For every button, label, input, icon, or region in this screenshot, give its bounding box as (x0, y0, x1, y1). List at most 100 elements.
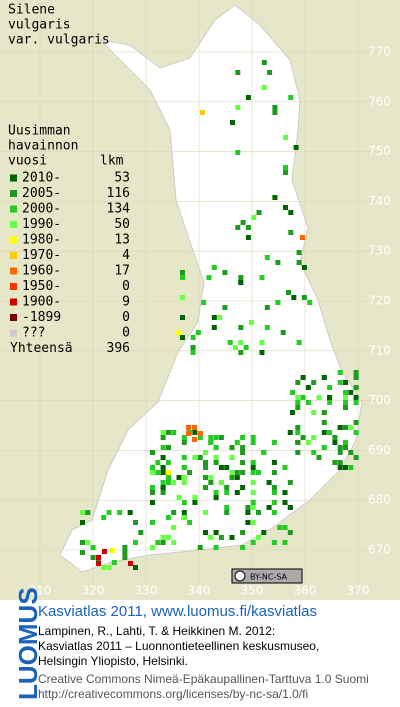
observation-square (229, 475, 235, 480)
observation-square (343, 465, 348, 470)
observation-square (321, 445, 327, 450)
legend-label: 1980- (22, 233, 61, 248)
observation-square (171, 480, 177, 485)
observation-square (176, 495, 182, 500)
observation-square (230, 120, 235, 125)
observation-square (256, 210, 262, 215)
observation-square (150, 470, 155, 475)
observation-square (327, 385, 333, 390)
observation-square (85, 510, 91, 515)
observation-square (245, 225, 251, 230)
legend-label: 2000- (22, 202, 61, 217)
observation-square (348, 450, 354, 455)
observation-square (102, 549, 107, 554)
observation-square (291, 295, 297, 300)
observation-square (203, 475, 208, 480)
observation-square (266, 480, 272, 485)
observation-square (197, 545, 203, 550)
y-coordinate-label: 690 (368, 443, 391, 457)
observation-square (198, 431, 203, 436)
legend-swatch (10, 314, 17, 321)
observation-square (150, 545, 155, 550)
observation-square (160, 490, 166, 495)
atlas-link[interactable]: Kasviatlas 2011, www.luomus.fi/kasviatla… (38, 603, 317, 620)
observation-square (343, 395, 348, 400)
observation-square (245, 235, 251, 240)
observation-square (290, 390, 295, 395)
observation-square (181, 455, 187, 460)
observation-square (80, 510, 85, 515)
observation-square (348, 465, 354, 470)
legend-label: 2010- (22, 171, 61, 186)
x-coordinate-label: 330 (135, 584, 158, 598)
observation-square (110, 548, 115, 553)
observation-square (271, 440, 277, 445)
observation-square (150, 450, 155, 455)
observation-square (295, 440, 301, 445)
observation-square (267, 70, 273, 75)
legend-count: 0 (122, 326, 130, 341)
observation-square (160, 485, 166, 490)
observation-square (238, 280, 244, 285)
observation-square (305, 385, 311, 390)
legend-swatch (10, 283, 17, 290)
observation-square (282, 500, 288, 505)
observation-square (150, 465, 155, 470)
observation-square (190, 350, 196, 355)
observation-square (80, 540, 85, 545)
legend-count: 4 (122, 248, 130, 263)
observation-square (271, 500, 277, 505)
legend-label: -1899 (22, 310, 61, 325)
observation-square (181, 515, 187, 520)
observation-square (300, 435, 306, 440)
map-grid: 310 320 330 340 350 360 370 670 680 690 700 710 720 7… (0, 0, 391, 598)
legend-label: 1950- (22, 279, 61, 294)
observation-square (186, 425, 191, 430)
y-coordinate-label: 730 (368, 244, 391, 258)
observation-square (96, 555, 101, 560)
observation-square (117, 510, 123, 515)
observation-square (295, 395, 301, 400)
legend-swatch (10, 221, 17, 228)
observation-square (250, 505, 256, 510)
observation-square (240, 445, 246, 450)
observation-square (295, 425, 301, 430)
observation-square (332, 460, 338, 465)
observation-square (337, 450, 343, 455)
observation-square (321, 420, 327, 425)
observation-square (288, 95, 294, 100)
observation-square (282, 525, 288, 530)
observation-square (160, 445, 166, 450)
observation-square (234, 470, 240, 475)
title-line: vulgaris (8, 18, 71, 33)
observation-square (160, 480, 166, 485)
observation-square (165, 480, 171, 485)
observation-square (218, 435, 224, 440)
observation-square (259, 275, 265, 280)
observation-square (217, 315, 223, 320)
observation-square (283, 170, 288, 175)
observation-square (316, 395, 322, 400)
observation-square (85, 540, 91, 545)
observation-square (301, 265, 307, 270)
observation-square (305, 440, 311, 445)
observation-square (287, 530, 293, 535)
legend-label: 2005- (22, 186, 61, 201)
observation-square (90, 545, 96, 550)
legend-count: 50 (114, 217, 130, 232)
observation-square (208, 440, 214, 445)
observation-square (283, 165, 288, 170)
observation-square (282, 540, 288, 545)
observation-square (343, 390, 348, 395)
observation-square (233, 345, 238, 350)
observation-square (264, 325, 270, 330)
observation-square (287, 505, 293, 510)
observation-square (222, 270, 228, 275)
observation-square (337, 445, 343, 450)
x-coordinate-label: 360 (294, 584, 317, 598)
observation-square (240, 530, 246, 535)
license-line[interactable]: http://creativecommons.org/licenses/by-n… (38, 687, 308, 701)
title: Silene vulgaris var. vulgaris (8, 3, 110, 48)
observation-square (192, 500, 198, 505)
observation-square (287, 480, 293, 485)
